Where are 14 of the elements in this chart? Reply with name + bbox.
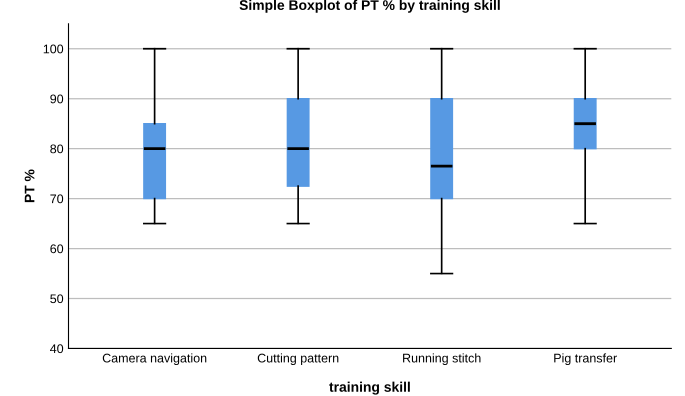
y-tick-label: 90 [50, 94, 64, 104]
x-axis-title: training skill [329, 382, 410, 395]
x-tick-label: Running stitch [403, 353, 480, 365]
chart-title: Simple Boxplot of PT % by training skill [240, 0, 500, 13]
y-tick-label: 50 [50, 294, 64, 304]
y-tick-label: 100 [44, 44, 64, 54]
x-tick-label: Camera navigation [102, 353, 206, 365]
y-tick-label: 40 [50, 344, 64, 354]
x-tick-label: Pig transfer [554, 353, 617, 365]
y-tick-label: 60 [50, 244, 64, 254]
y-axis-title: PT % [24, 170, 34, 202]
x-tick-label: Cutting pattern [258, 353, 338, 365]
y-tick-label: 80 [50, 144, 64, 154]
y-tick-label: 70 [50, 194, 64, 204]
